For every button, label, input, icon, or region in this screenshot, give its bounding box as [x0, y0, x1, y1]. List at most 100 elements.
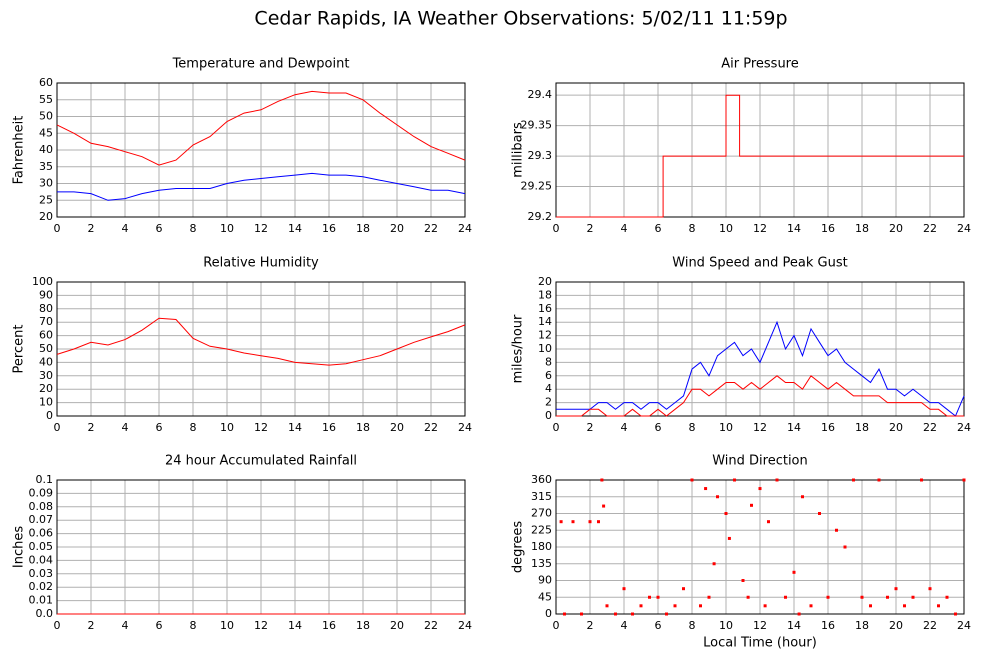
data-point — [648, 595, 651, 599]
data-point — [727, 536, 731, 540]
data-point — [911, 595, 915, 599]
data-point — [860, 595, 864, 599]
x-tick-label: 2 — [88, 619, 95, 632]
x-tick-label: 10 — [719, 619, 733, 632]
x-tick-label: 4 — [122, 222, 129, 235]
y-tick-label: 0.01 — [29, 594, 54, 607]
y-tick-label: 16 — [538, 302, 552, 315]
x-tick-label: 4 — [621, 619, 628, 632]
y-axis-label: degrees — [511, 521, 526, 574]
x-tick-label: 14 — [787, 619, 801, 632]
x-tick-label: 8 — [689, 222, 696, 235]
y-tick-label: 29.3 — [528, 149, 553, 162]
x-tick-label: 0 — [553, 222, 560, 235]
y-tick-label: 40 — [39, 143, 53, 156]
data-point — [631, 612, 634, 616]
x-tick-label: 4 — [122, 421, 129, 434]
plot-frame — [56, 82, 466, 218]
x-tick-label: 18 — [855, 619, 869, 632]
x-tick-label: 12 — [753, 421, 767, 434]
x-tick-label: 14 — [787, 222, 801, 235]
x-tick-label: 24 — [957, 222, 971, 235]
data-point — [673, 604, 677, 608]
chart-title: Wind Speed and Peak Gust — [672, 256, 847, 271]
y-tick-label: 2 — [545, 396, 552, 409]
x-tick-label: 0 — [553, 421, 560, 434]
data-point — [928, 587, 932, 591]
page-title: Cedar Rapids, IA Weather Observations: 5… — [254, 8, 787, 30]
x-tick-label: 6 — [156, 222, 163, 235]
plot-frame — [56, 281, 466, 417]
x-tick-label: 24 — [957, 421, 971, 434]
y-tick-label: 180 — [531, 540, 552, 553]
x-tick-label: 8 — [689, 421, 696, 434]
data-point — [571, 520, 575, 524]
y-tick-label: 60 — [39, 329, 53, 342]
x-tick-label: 12 — [753, 222, 767, 235]
data-point — [809, 604, 813, 608]
data-point — [602, 504, 606, 508]
x-axis-label: Local Time (hour) — [703, 636, 817, 651]
x-tick-label: 24 — [957, 619, 971, 632]
y-tick-label: 10 — [39, 396, 53, 409]
x-tick-label: 12 — [254, 619, 268, 632]
x-tick-label: 14 — [288, 222, 302, 235]
x-tick-label: 18 — [855, 421, 869, 434]
x-tick-label: 2 — [88, 222, 95, 235]
data-point — [775, 478, 779, 482]
y-axis-label: millibars — [511, 122, 526, 178]
y-tick-label: 135 — [531, 557, 552, 570]
y-tick-label: 90 — [538, 574, 552, 587]
x-tick-label: 22 — [923, 421, 937, 434]
data-point — [894, 587, 898, 591]
chart-title: 24 hour Accumulated Rainfall — [165, 454, 357, 469]
x-tick-label: 6 — [156, 421, 163, 434]
y-tick-label: 0.07 — [29, 513, 54, 526]
data-point — [580, 612, 583, 616]
y-tick-label: 0.08 — [29, 500, 54, 513]
data-point — [784, 595, 787, 599]
y-tick-label: 25 — [39, 193, 53, 206]
y-tick-label: 0.03 — [29, 567, 54, 580]
x-tick-label: 10 — [719, 222, 733, 235]
data-point — [877, 478, 881, 482]
y-tick-label: 8 — [545, 355, 552, 368]
data-point — [869, 604, 872, 608]
data-point — [758, 487, 762, 491]
data-point — [704, 487, 708, 491]
x-tick-label: 22 — [424, 619, 438, 632]
y-tick-label: 0 — [46, 409, 53, 422]
x-tick-label: 10 — [719, 421, 733, 434]
y-tick-label: 6 — [545, 369, 552, 382]
x-tick-label: 2 — [88, 421, 95, 434]
data-point — [733, 478, 736, 482]
data-line — [556, 94, 964, 218]
x-tick-label: 2 — [587, 619, 594, 632]
y-tick-label: 0.05 — [29, 540, 54, 553]
x-tick-label: 24 — [458, 421, 472, 434]
plot-frame — [555, 82, 965, 218]
x-tick-label: 20 — [390, 222, 404, 235]
data-point — [622, 587, 626, 591]
x-tick-label: 22 — [923, 619, 937, 632]
y-tick-label: 0.04 — [29, 553, 54, 566]
x-tick-label: 14 — [787, 421, 801, 434]
data-point — [962, 478, 966, 482]
x-tick-label: 8 — [689, 619, 696, 632]
data-point — [746, 595, 750, 599]
data-point — [563, 612, 566, 616]
x-tick-label: 10 — [220, 222, 234, 235]
chart-title: Relative Humidity — [203, 256, 319, 271]
x-tick-label: 12 — [254, 222, 268, 235]
data-point — [690, 478, 694, 482]
data-point — [792, 570, 796, 574]
x-tick-label: 6 — [655, 421, 662, 434]
y-tick-label: 14 — [538, 315, 552, 328]
data-point — [937, 604, 940, 608]
y-tick-label: 80 — [39, 302, 53, 315]
data-point — [716, 495, 719, 499]
y-tick-label: 29.4 — [528, 88, 553, 101]
y-tick-label: 29.2 — [528, 210, 553, 223]
x-tick-label: 8 — [190, 421, 197, 434]
